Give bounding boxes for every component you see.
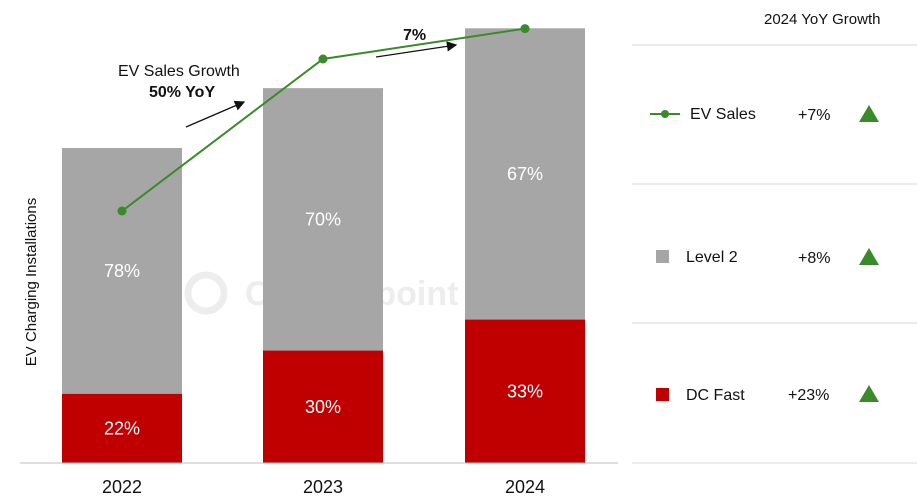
bar-label-level-2-2024: 67% <box>507 164 543 184</box>
legend-label-ev-sales: EV Sales <box>690 106 756 123</box>
x-tick-2023: 2023 <box>303 477 343 496</box>
triangle-up-icon <box>859 248 879 265</box>
ev-sales-point-2022 <box>117 206 127 216</box>
bar-level-2-2022 <box>62 148 182 394</box>
x-tick-2022: 2022 <box>102 477 142 496</box>
growth-annotation-2023: EV Sales Growth 50% YoY <box>118 63 246 128</box>
legend-growth-level-2: +8% <box>798 250 830 267</box>
bar-label-dc-fast-2024: 33% <box>507 381 543 401</box>
bar-label-dc-fast-2022: 22% <box>104 418 140 438</box>
bars: 22% 78% 30% 70% 33% 67% <box>62 28 585 463</box>
bar-dc-fast-2022 <box>62 393 182 463</box>
bar-label-level-2-2022: 78% <box>104 261 140 281</box>
bar-dc-fast-2023 <box>263 350 383 463</box>
annotation-arrow-2023 <box>185 100 246 128</box>
legend-label-level-2: Level 2 <box>686 249 738 266</box>
annotation-growth-value: 50% YoY <box>149 84 215 101</box>
x-tick-2024: 2024 <box>505 477 545 496</box>
x-axis-ticks: 2022 2023 2024 <box>102 477 545 496</box>
ev-sales-point-2023 <box>318 54 328 64</box>
annotation-growth-title: EV Sales Growth <box>118 63 240 80</box>
legend-growth-ev-sales: +7% <box>798 107 830 124</box>
legend-growth-dc-fast: +23% <box>788 387 829 404</box>
bar-label-dc-fast-2023: 30% <box>305 397 341 417</box>
triangle-up-icon <box>859 385 879 402</box>
legend-dc-fast-swatch <box>656 388 669 401</box>
legend-ev-sales-dot <box>661 110 669 118</box>
annotation-growth-2024: 7% <box>403 27 426 44</box>
bar-level-2-2023 <box>263 88 383 351</box>
legend-header: 2024 YoY Growth <box>764 11 880 28</box>
y-axis-label: EV Charging Installations <box>23 198 40 366</box>
ev-sales-point-2024 <box>520 24 530 34</box>
legend-item-level-2: Level 2 +8% <box>656 248 879 267</box>
legend: 2024 YoY Growth EV Sales +7% Level 2 +8%… <box>632 11 917 464</box>
bar-label-level-2-2023: 70% <box>305 209 341 229</box>
ev-sales-line <box>117 24 530 216</box>
legend-item-ev-sales: EV Sales +7% <box>650 105 879 124</box>
triangle-up-icon <box>859 105 879 122</box>
growth-annotation-2024: 7% <box>375 27 458 58</box>
legend-item-dc-fast: DC Fast +23% <box>656 385 879 404</box>
bar-dc-fast-2024 <box>465 319 585 463</box>
annotation-arrow-2024 <box>375 41 458 58</box>
legend-label-dc-fast: DC Fast <box>686 387 745 404</box>
bar-level-2-2024 <box>465 28 585 320</box>
legend-level-2-swatch <box>656 250 669 263</box>
